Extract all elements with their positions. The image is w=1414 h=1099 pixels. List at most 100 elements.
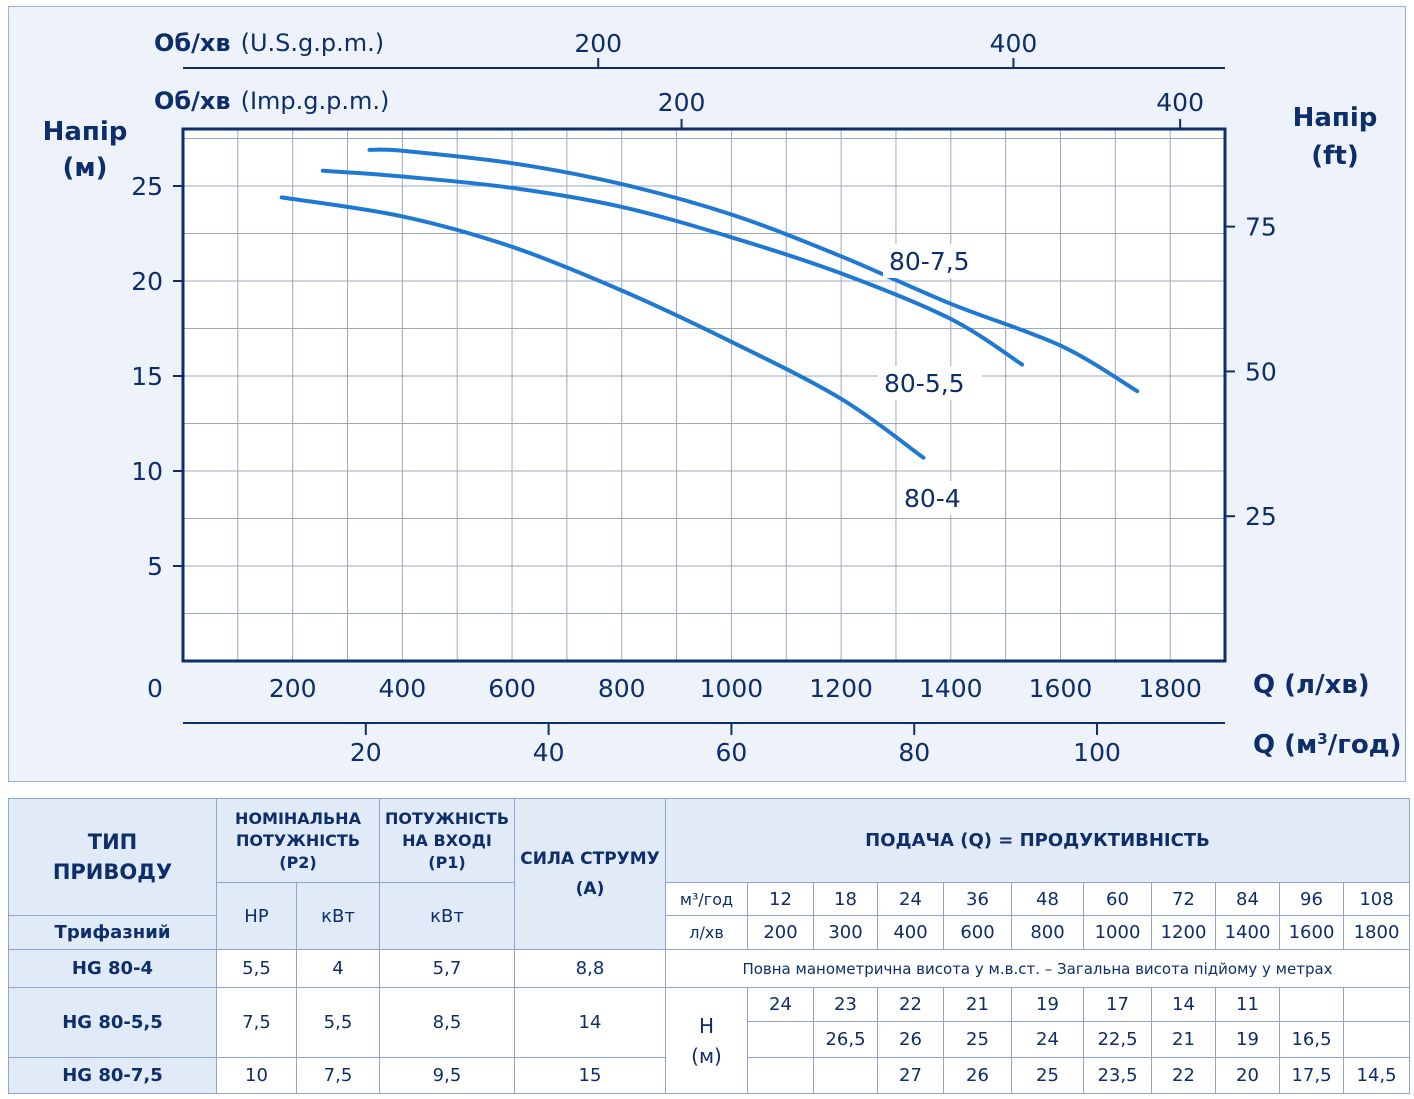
head-label: H (м)	[665, 987, 748, 1094]
head-cell: 25	[943, 1021, 1012, 1058]
head-cell: 26	[943, 1057, 1012, 1094]
header-drive-type-line1: ТИП	[87, 830, 138, 854]
head-cell: 23,5	[1083, 1057, 1152, 1094]
y-left-tick-label: 20	[131, 267, 163, 296]
y-left-tick-label: 10	[131, 457, 163, 486]
grid	[183, 129, 1225, 661]
head-cell: 16,5	[1279, 1021, 1344, 1058]
top-axis-impgpm-label-bold: Об/хв	[154, 87, 231, 115]
head-cell	[813, 1057, 878, 1094]
x-secondary-tick-label: 20	[350, 738, 382, 767]
header-p2-line3: (P2)	[279, 852, 317, 872]
flow-m3h-cell: 24	[877, 882, 944, 916]
series-label-bg	[898, 481, 972, 515]
top-axis-usgpm-label: Об/хв (U.S.g.p.m.)	[154, 29, 384, 57]
head-cell	[1342, 1021, 1411, 1058]
x-main-tick-label: 1000	[700, 674, 764, 703]
row-kw-cell: 4	[296, 949, 380, 988]
x-secondary-tick-label: 60	[716, 738, 748, 767]
header-current-line2: (А)	[575, 879, 605, 899]
unit-hp: HP	[216, 882, 297, 950]
y-right-tick-label: 50	[1245, 357, 1277, 386]
header-flow: ПОДАЧА (Q) = ПРОДУКТИВНІСТЬ	[664, 798, 1411, 883]
x-secondary-title-suffix: /год)	[1328, 730, 1402, 760]
x-secondary-tick-label: 40	[533, 738, 565, 767]
top-axis-usgpm-tick-label: 400	[990, 29, 1038, 58]
row-hp-cell: 7,5	[216, 987, 297, 1058]
unit-lmin: л/хв	[665, 915, 748, 950]
series-label-80-7,5: 80-7,5	[889, 247, 970, 276]
x-main-tick-label: 800	[598, 674, 646, 703]
series-label-80-4: 80-4	[904, 484, 961, 513]
x-main-tick-label: 200	[269, 674, 317, 703]
flow-lmin-cell: 1600	[1279, 915, 1344, 950]
head-cell	[747, 1021, 814, 1058]
y-left-tick-label: 15	[131, 362, 163, 391]
y-right-tick-label: 75	[1245, 213, 1277, 242]
x-main-tick-label: 0	[147, 674, 163, 703]
x-main-tick-label: 600	[488, 674, 536, 703]
table-row-model: HG 80-4	[8, 949, 217, 988]
head-cell: 14,5	[1342, 1057, 1411, 1094]
unit-kw-p1: кВт	[379, 882, 515, 950]
flow-lmin-cell: 200	[747, 915, 814, 950]
x-main-tick-label: 1800	[1138, 674, 1202, 703]
head-cell: 17,5	[1279, 1057, 1344, 1094]
y-left-tick-label: 5	[147, 552, 163, 581]
plot-frame	[181, 127, 1227, 663]
header-p1-line1: ПОТУЖНІСТЬ	[384, 808, 510, 828]
top-axis-impgpm-tick-label: 400	[1156, 88, 1204, 117]
flow-m3h-cell: 96	[1279, 882, 1344, 916]
head-cell: 20	[1215, 1057, 1280, 1094]
x-secondary-title-sup: 3	[1317, 730, 1327, 748]
head-cell: 22,5	[1083, 1021, 1152, 1058]
row-amp-cell: 8,8	[514, 949, 666, 988]
head-label-line2: (м)	[691, 1043, 722, 1068]
row-amp-cell: 15	[514, 1057, 666, 1094]
header-p1-line2: НА ВХОДІ	[402, 830, 492, 850]
y-left-title-line2: (м)	[62, 153, 107, 183]
header-drive-type: ТИП ПРИВОДУ	[8, 798, 217, 916]
y-right-tick-label: 25	[1245, 502, 1277, 531]
top-axis-impgpm-tick-label: 200	[658, 88, 706, 117]
y-left-tick-label: 25	[131, 172, 163, 201]
row-kw-cell: 7,5	[296, 1057, 380, 1094]
series-label-80-5,5: 80-5,5	[884, 369, 965, 398]
header-p2-line2: ПОТУЖНІСТЬ	[235, 830, 361, 850]
flow-lmin-cell: 1800	[1342, 915, 1411, 950]
table-row-model: HG 80-7,5	[8, 1057, 217, 1094]
x-main-tick-label: 1400	[919, 674, 983, 703]
x-secondary-tick-label: 80	[898, 738, 930, 767]
flow-m3h-cell: 48	[1011, 882, 1084, 916]
x-main-tick-label: 1200	[809, 674, 873, 703]
flow-lmin-cell: 400	[877, 915, 944, 950]
flow-m3h-cell: 12	[747, 882, 814, 916]
x-main-tick-label: 1600	[1029, 674, 1093, 703]
flow-lmin-cell: 1400	[1215, 915, 1280, 950]
axes: 5 10 15 20 25 25 50 75 0 200 400 600 800 1000 1200 1400…	[131, 29, 1277, 767]
head-cell: 26,5	[813, 1021, 878, 1058]
row-p1-cell: 5,7	[379, 949, 515, 988]
series: 80-4 80-5,5 80-7,5	[279, 147, 1140, 515]
series-line-80-4	[279, 195, 926, 460]
head-cell	[1342, 987, 1411, 1022]
pump-curve-chart: Об/хв (U.S.g.p.m.) Об/хв (Imp.g.p.m.) Напі…	[43, 29, 1402, 767]
head-cell: 25	[1011, 1057, 1084, 1094]
top-axis-impgpm-label: Об/хв (Imp.g.p.m.)	[154, 87, 389, 115]
head-cell: 27	[877, 1057, 944, 1094]
row-amp-cell: 14	[514, 987, 666, 1058]
head-note: Повна манометрична висота у м.в.ст. – За…	[664, 949, 1411, 988]
row-p1-cell: 9,5	[379, 1057, 515, 1094]
head-cell: 21	[1151, 1021, 1216, 1058]
header-p1: ПОТУЖНІСТЬ НА ВХОДІ (P1)	[379, 798, 515, 883]
series-line-80-7,5	[367, 147, 1140, 394]
chart-panel: Об/хв (U.S.g.p.m.) Об/хв (Imp.g.p.m.) Напі…	[8, 6, 1406, 782]
head-label-line1: H	[698, 1013, 715, 1038]
header-p2: НОМІНАЛЬНА ПОТУЖНІСТЬ (P2)	[216, 798, 380, 883]
unit-m3h: м³/год	[665, 882, 748, 916]
flow-m3h-cell: 84	[1215, 882, 1280, 916]
head-cell: 24	[747, 987, 814, 1022]
row-kw-cell: 5,5	[296, 987, 380, 1058]
flow-m3h-cell: 72	[1151, 882, 1216, 916]
x-main-tick-label: 400	[379, 674, 427, 703]
